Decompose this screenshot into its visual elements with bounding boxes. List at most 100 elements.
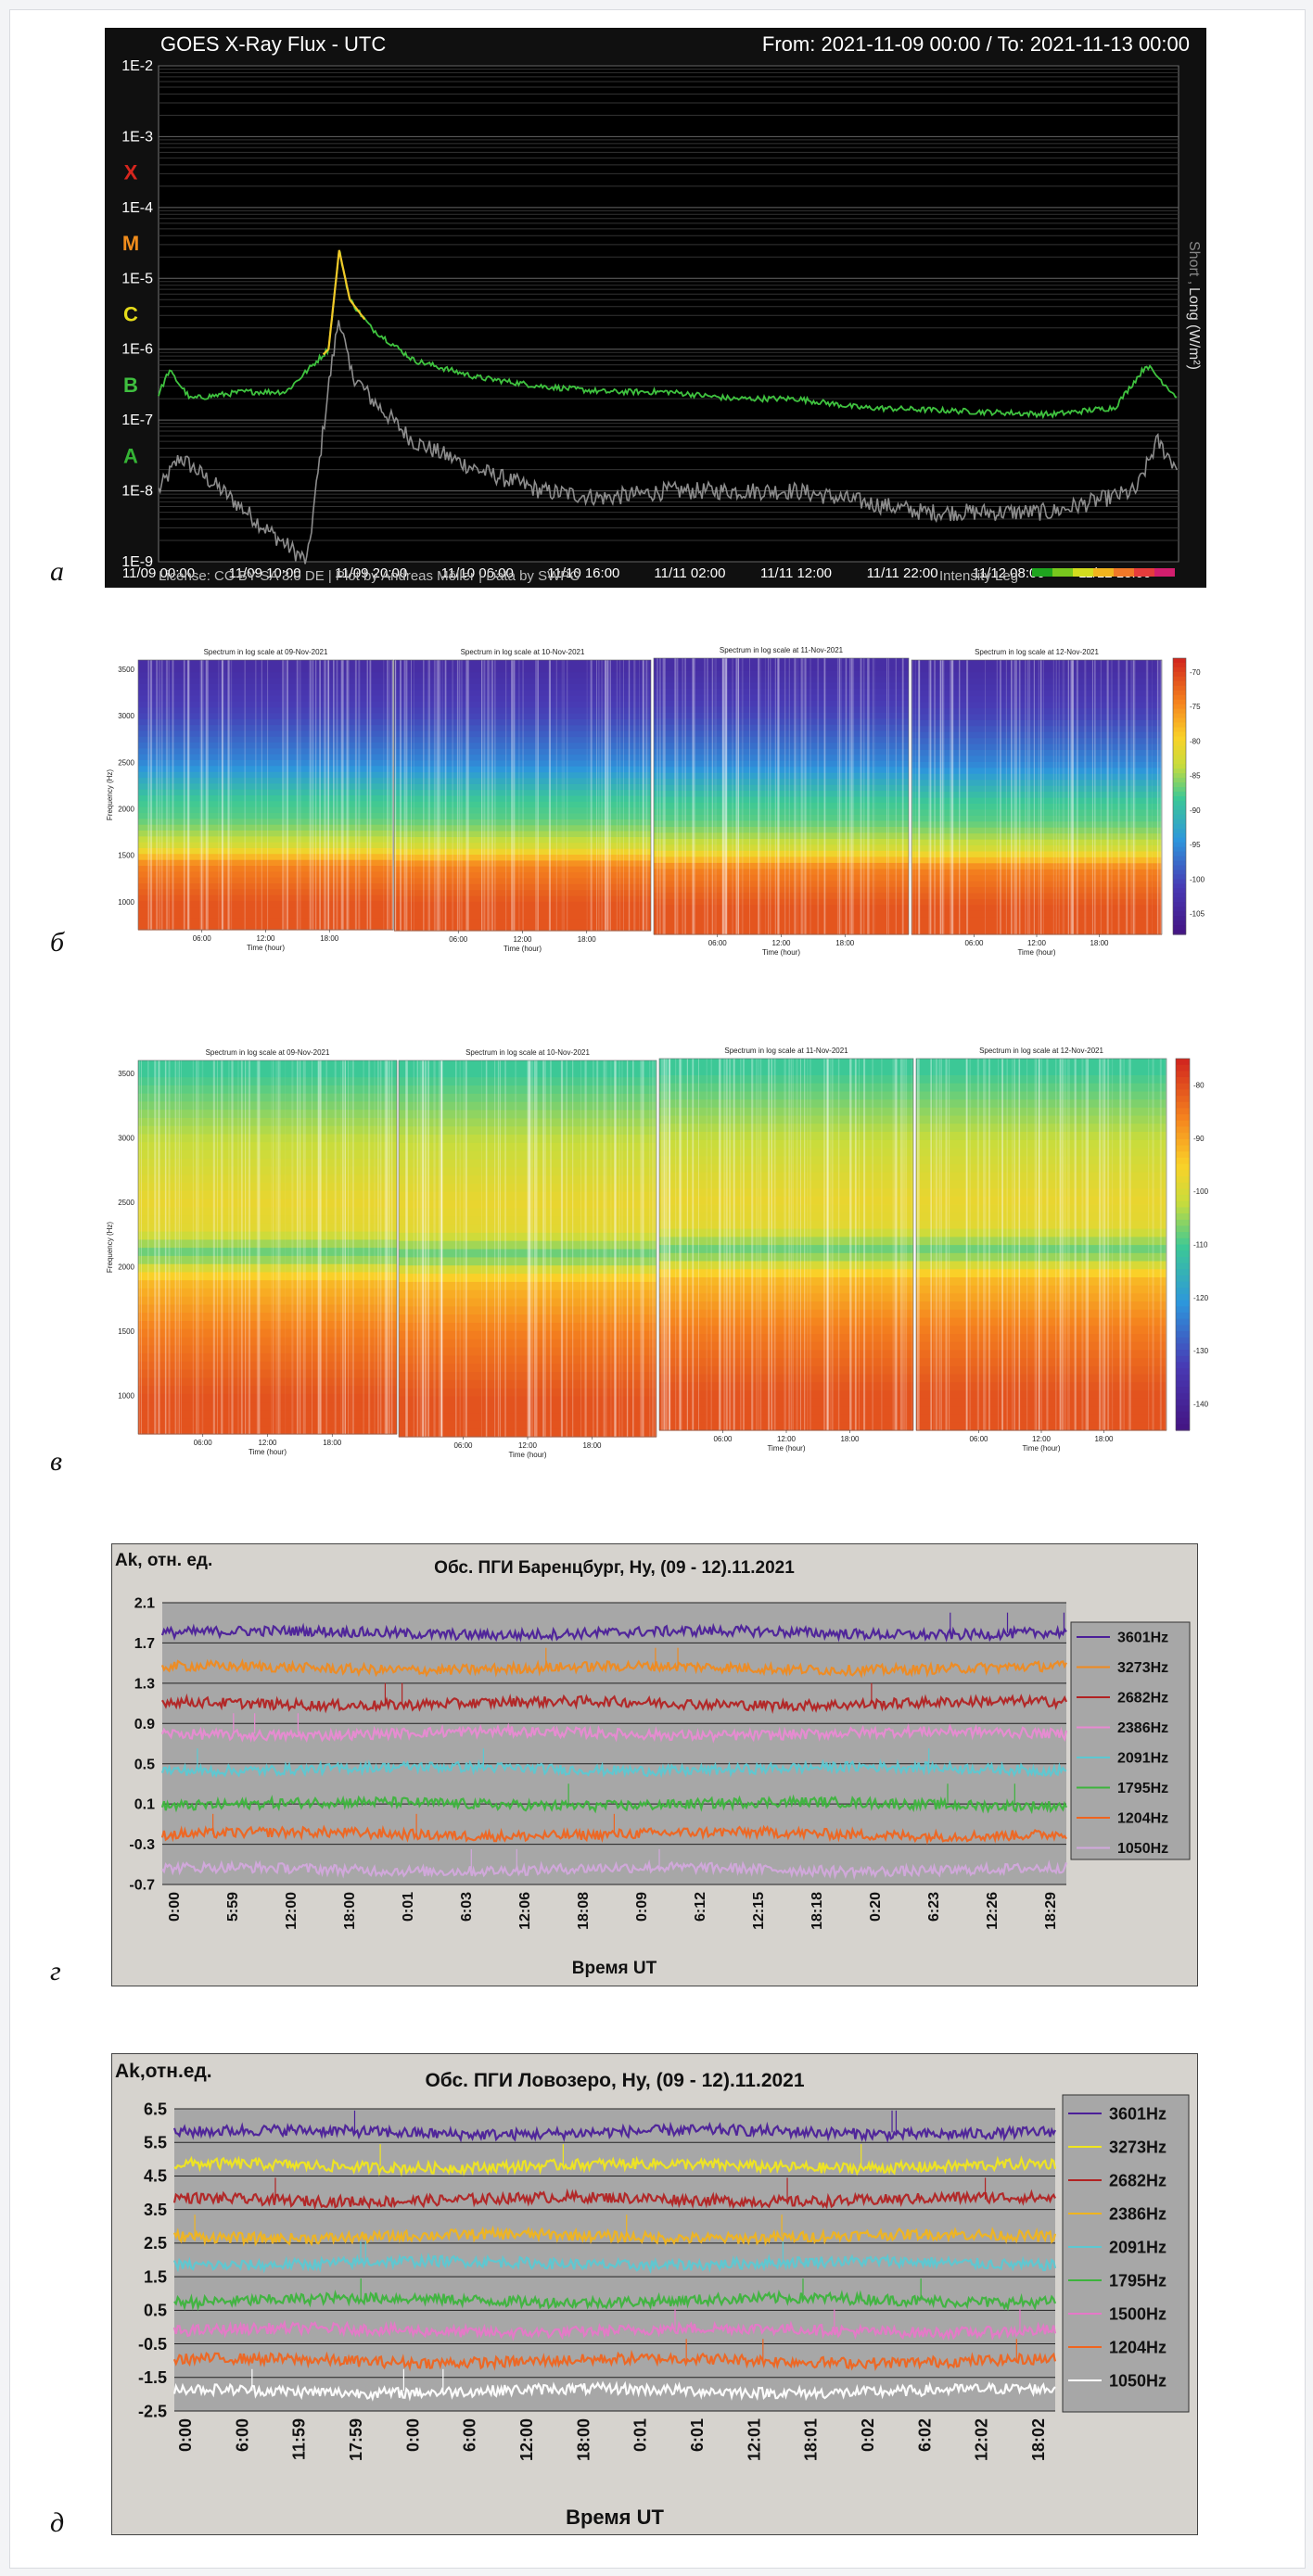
spc-streak: [273, 1060, 274, 1434]
chd-series-line: [172, 2380, 1056, 2402]
spb-streak: [205, 660, 208, 930]
spc-streak: [304, 1060, 306, 1434]
spc-streak: [902, 1059, 903, 1430]
spb-band: [911, 904, 1162, 911]
spb-band: [654, 928, 909, 935]
spb-band: [138, 777, 393, 784]
goes-x-tick: 11/10 16:00: [547, 565, 619, 581]
spb-band: [138, 765, 393, 772]
spc-streak: [1103, 1059, 1105, 1430]
spb-band: [138, 742, 393, 749]
spc-band: [138, 1288, 397, 1297]
spb-streak: [797, 658, 798, 934]
spc-streak: [221, 1060, 223, 1434]
chg-series-line: [161, 1693, 1068, 1715]
spb-band: [394, 848, 651, 855]
spc-band: [916, 1276, 1166, 1286]
spc-streak: [949, 1059, 950, 1430]
spb-colorbar-tick: -105: [1190, 910, 1205, 919]
spb-colorbar-step: [1173, 860, 1186, 867]
spc-band: [916, 1357, 1166, 1366]
spb-streak: [267, 660, 269, 930]
spb-band: [911, 928, 1162, 935]
spc-streak: [1102, 1059, 1103, 1430]
spb-band: [394, 759, 651, 767]
spc-band: [659, 1365, 913, 1375]
spc-streak: [384, 1060, 386, 1434]
spc-streak: [784, 1059, 785, 1430]
spb-streak: [1094, 660, 1096, 934]
spc-band: [399, 1125, 656, 1135]
spc-colorbar-step: [1176, 1138, 1190, 1147]
spc-band: [399, 1134, 656, 1143]
spb-colorbar-step: [1173, 925, 1186, 931]
spb-band: [394, 801, 651, 808]
spc-colorbar-tick: -80: [1193, 1082, 1205, 1090]
spc-band: [916, 1414, 1166, 1423]
spc-band: [916, 1139, 1166, 1148]
spc-colorbar-step: [1176, 1120, 1190, 1128]
chd-legend-label: 1795Hz: [1109, 2271, 1166, 2290]
spc-band: [916, 1398, 1166, 1407]
spc-band: [138, 1426, 397, 1435]
chg-y-tick: 0.9: [134, 1717, 155, 1732]
goes-legend-swatch: [1134, 568, 1154, 577]
spc-streak: [515, 1060, 517, 1437]
spc-band: [916, 1268, 1166, 1277]
goes-legend-swatch: [1052, 568, 1073, 577]
spb-streak: [340, 660, 343, 930]
spc-streak: [174, 1060, 176, 1434]
spb-streak: [411, 660, 412, 931]
spb-band: [654, 784, 909, 792]
spb-colorbar-step: [1173, 717, 1186, 724]
spb-panel-title: Spectrum in log scale at 09-Nov-2021: [204, 648, 328, 656]
spc-streak: [317, 1060, 320, 1434]
spc-band: [916, 1374, 1166, 1383]
spc-colorbar-step: [1176, 1318, 1190, 1326]
spb-streak: [336, 660, 338, 930]
spc-band: [399, 1183, 656, 1192]
spc-streak: [1013, 1059, 1015, 1430]
goes-title: GOES X-Ray Flux - UTC: [160, 32, 386, 56]
spb-band: [654, 724, 909, 731]
spc-streak: [837, 1059, 840, 1430]
chd-legend-label: 3273Hz: [1109, 2138, 1166, 2156]
spb-band: [394, 742, 651, 749]
spc-band: [916, 1107, 1166, 1116]
spb-colorbar-step: [1173, 750, 1186, 755]
spb-colorbar-step: [1173, 778, 1186, 783]
spb-band: [138, 747, 393, 755]
spb-streak: [794, 658, 797, 934]
spc-streak: [494, 1060, 496, 1437]
spb-colorbar-step: [1173, 768, 1186, 774]
spc-streak: [720, 1059, 721, 1430]
spb-band: [654, 664, 909, 671]
spb-band: [394, 919, 651, 926]
spc-band: [659, 1147, 913, 1157]
spc-band: [916, 1333, 1166, 1342]
spc-band: [138, 1296, 397, 1305]
spc-streak: [740, 1059, 742, 1430]
spc-streak: [823, 1059, 826, 1430]
spc-colorbar-step: [1176, 1263, 1190, 1270]
spc-streak: [529, 1060, 531, 1437]
spb-band: [654, 862, 909, 869]
spb-streak: [481, 660, 483, 931]
spc-streak: [1123, 1059, 1125, 1430]
spc-colorbar-step: [1176, 1417, 1190, 1425]
spc-streak: [352, 1060, 354, 1434]
spb-streak: [604, 660, 606, 931]
spb-band: [911, 731, 1162, 739]
spc-band: [399, 1330, 656, 1339]
spb-band: [394, 736, 651, 743]
spb-panel-title: Spectrum in log scale at 11-Nov-2021: [720, 646, 844, 654]
spc-streak: [807, 1059, 809, 1430]
spc-band: [916, 1172, 1166, 1181]
spb-streak: [1027, 660, 1028, 934]
spb-band: [654, 886, 909, 894]
spb-streak: [609, 660, 611, 931]
spc-colorbar-step: [1176, 1225, 1190, 1233]
spc-streak: [854, 1059, 857, 1430]
spc-streak: [1085, 1059, 1088, 1430]
spb-streak: [505, 660, 507, 931]
